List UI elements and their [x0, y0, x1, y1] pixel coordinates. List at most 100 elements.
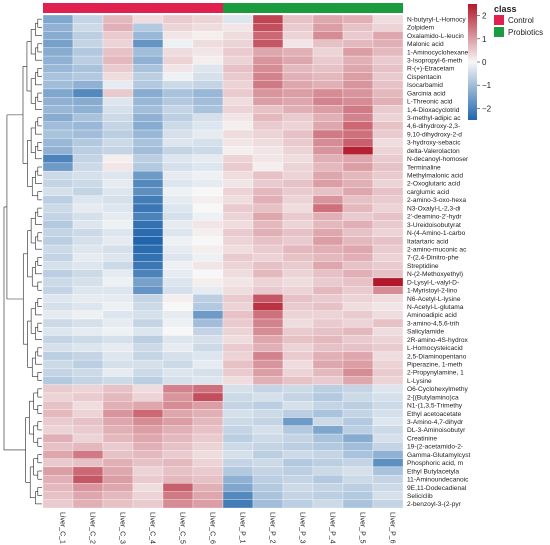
heatmap-cell — [252, 179, 284, 188]
heatmap-cell — [192, 72, 224, 81]
heatmap-cell — [342, 187, 374, 196]
heatmap-cell — [342, 327, 374, 336]
heatmap-cell — [312, 129, 344, 139]
heatmap-cell — [162, 269, 194, 279]
heatmap-cell — [192, 97, 224, 106]
heatmap-cell — [282, 310, 314, 320]
heatmap-cell — [312, 244, 344, 254]
heatmap-cell — [132, 318, 164, 328]
heatmap-cell — [222, 179, 254, 188]
heatmap-cell — [312, 195, 344, 205]
heatmap-cell — [132, 23, 164, 32]
heatmap-cell — [372, 88, 404, 98]
row-label: L-Threonic acid — [407, 99, 453, 106]
heatmap-cell — [42, 294, 74, 303]
heatmap-cell — [312, 88, 344, 98]
class-annotation-cell — [343, 3, 373, 13]
heatmap-cell — [252, 392, 284, 402]
heatmap-cell — [72, 187, 104, 196]
heatmap-cell — [222, 458, 254, 468]
heatmap-cell — [372, 14, 404, 24]
heatmap-cell — [42, 310, 74, 320]
heatmap-cell — [342, 203, 374, 213]
heatmap-cell — [72, 491, 104, 500]
heatmap-cell — [372, 121, 404, 131]
row-label: L-Lysine — [407, 378, 432, 385]
heatmap-cell — [222, 442, 254, 451]
heatmap-cell — [132, 384, 164, 394]
row-label: 2,5-Diaminopentano — [407, 353, 467, 360]
heatmap-cell — [372, 47, 404, 57]
heatmap-cell — [192, 335, 224, 344]
heatmap-cell — [312, 261, 344, 270]
heatmap-cell — [192, 138, 224, 147]
heatmap-cell — [132, 499, 164, 509]
heatmap-cell — [372, 253, 404, 262]
heatmap-cell — [42, 113, 74, 122]
row-label: Zolpidem — [407, 25, 435, 32]
heatmap-cell — [72, 80, 104, 90]
heatmap-cell — [252, 253, 284, 262]
heatmap-cell — [72, 64, 104, 73]
heatmap-cell — [72, 212, 104, 221]
heatmap-cell — [252, 220, 284, 229]
column-label: Liver_C_1 — [59, 512, 66, 544]
heatmap-cell — [132, 368, 164, 377]
heatmap-cell — [42, 187, 74, 196]
column-label: Liver_P_2 — [269, 512, 276, 544]
heatmap-cell — [312, 228, 344, 237]
heatmap-cell — [132, 425, 164, 435]
heatmap-cell — [132, 261, 164, 270]
heatmap-cell — [342, 409, 374, 418]
heatmap-cell — [372, 203, 404, 213]
heatmap-cell — [162, 170, 194, 180]
heatmap-cell — [102, 64, 134, 73]
heatmap-cell — [132, 162, 164, 172]
heatmap-cell — [132, 310, 164, 320]
heatmap-cell — [72, 228, 104, 237]
column-label: Liver_P_6 — [389, 512, 396, 544]
heatmap-cell — [132, 433, 164, 443]
row-label: Cispentacin — [407, 74, 442, 81]
heatmap-cell — [162, 401, 194, 410]
heatmap-cell — [72, 31, 104, 40]
heatmap-cell — [222, 318, 254, 328]
class-annotation-cell — [43, 3, 73, 13]
heatmap-cell — [222, 499, 254, 509]
heatmap-cell — [72, 458, 104, 468]
heatmap-cell — [192, 23, 224, 32]
heatmap-cell — [282, 88, 314, 98]
heatmap-cell — [312, 483, 344, 492]
row-label: Terminaline — [407, 164, 441, 171]
heatmap-cell — [252, 154, 284, 164]
heatmap-cell — [222, 154, 254, 164]
heatmap-cell — [282, 376, 314, 385]
row-label: 11-Aminoundecanoic — [407, 477, 469, 484]
legend-label-control: Control — [508, 16, 534, 25]
heatmap-cell — [282, 499, 314, 509]
heatmap-cell — [342, 384, 374, 394]
heatmap-cell — [72, 327, 104, 336]
heatmap-cell — [282, 113, 314, 122]
row-label: 2-[(Butylamino)ca — [407, 394, 459, 401]
heatmap-cell — [252, 425, 284, 435]
heatmap-cell — [132, 376, 164, 385]
heatmap-cell — [42, 105, 74, 114]
heatmap-cell — [222, 466, 254, 476]
heatmap-cell — [252, 113, 284, 122]
heatmap-cell — [102, 187, 134, 196]
heatmap-cell — [162, 335, 194, 344]
heatmap-cell — [312, 425, 344, 435]
row-label: Phosphoric acid, m — [407, 460, 464, 467]
heatmap-cell — [162, 491, 194, 500]
row-label: 3-methyl-adipic ac — [407, 115, 461, 122]
heatmap-cell — [222, 285, 254, 295]
heatmap-cell — [132, 88, 164, 98]
row-labels: N-butyryl-L-Homocy ZolpidemOxalamido-L-le… — [407, 16, 471, 508]
heatmap-cell — [132, 474, 164, 484]
class-annotation-cell — [163, 3, 193, 13]
heatmap-cell — [162, 88, 194, 98]
class-annotation-cell — [193, 3, 223, 13]
heatmap-cell — [42, 146, 74, 155]
row-label: N6-Acetyl-L-lysine — [407, 296, 461, 303]
